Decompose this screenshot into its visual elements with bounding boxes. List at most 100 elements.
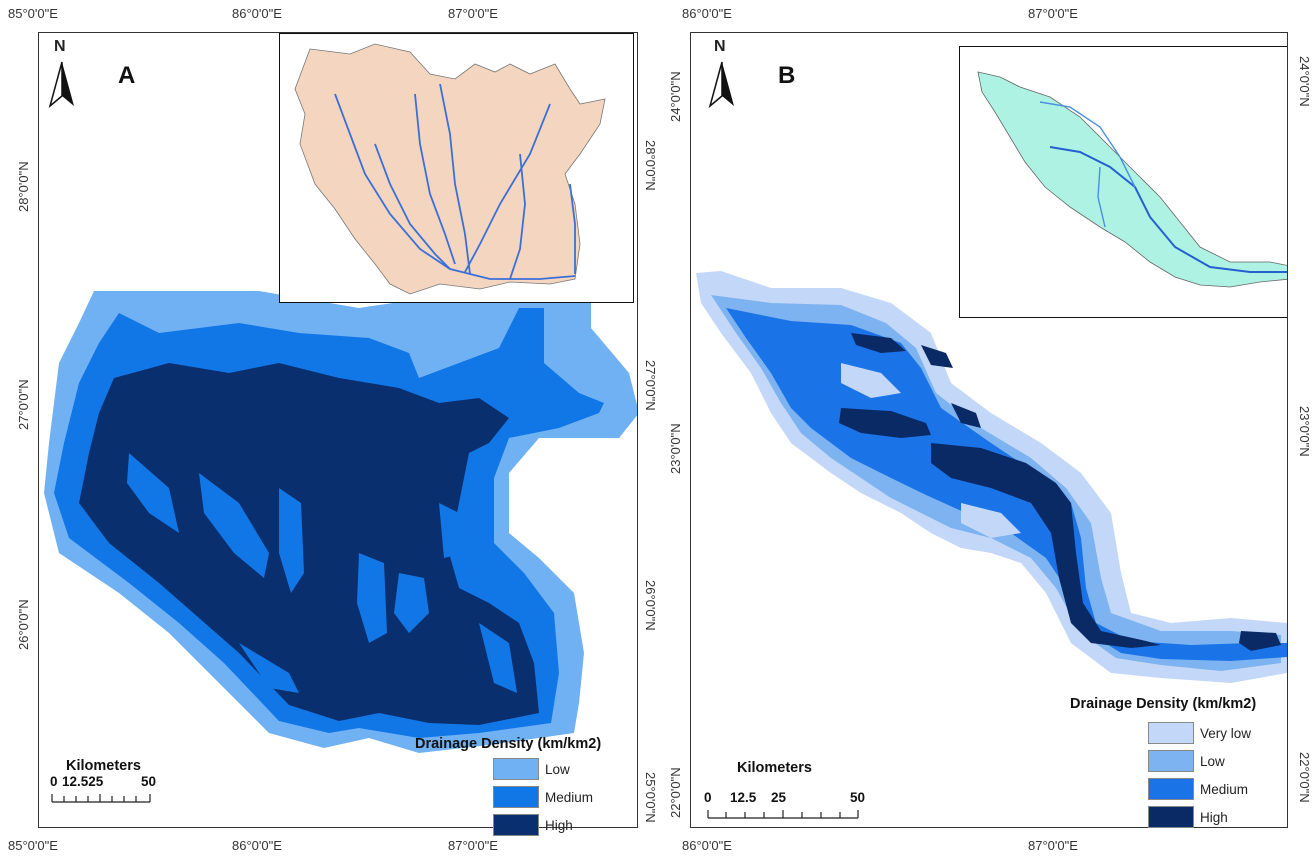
- drainage-density-map-b: [696, 271, 1287, 683]
- river-tributary: [509, 153, 526, 280]
- panel-letter-b: B: [778, 62, 796, 89]
- x-tick-top: 87°0'0"E: [448, 6, 498, 21]
- map-frame-b: [690, 32, 1288, 828]
- legend-swatch: [1148, 750, 1194, 772]
- y-tick-right: 25°0'0"N: [643, 772, 658, 823]
- map-panel-b: 86°0'0"E 87°0'0"E 86°0'0"E 87°0'0"E 24°0…: [660, 0, 1315, 859]
- scale-bar-a: Kilometers 0 12.525 50: [50, 758, 165, 804]
- basin-inset-b: [977, 71, 1287, 288]
- zone-medium: [127, 453, 179, 533]
- river-tributary: [1097, 166, 1106, 228]
- river-tributary: [414, 93, 456, 265]
- zone-medium: [439, 503, 464, 558]
- y-tick-right: 23°0'0"N: [1297, 406, 1312, 457]
- scale-label: 12.525: [62, 774, 104, 789]
- zone-medium: [279, 488, 304, 593]
- y-tick-left: 26°0'0"N: [16, 599, 31, 650]
- y-tick-left: 22°0'0"N: [668, 767, 683, 818]
- legend-swatch: [493, 786, 539, 808]
- basin-outline: [294, 43, 606, 295]
- x-tick-top: 86°0'0"E: [232, 6, 282, 21]
- scale-labels: 0 12.5 25 50: [704, 790, 874, 806]
- river-tributary: [439, 83, 471, 275]
- zone-high: [931, 443, 1161, 648]
- zone-high: [839, 408, 931, 438]
- legend-title: Drainage Density (km/km2): [1070, 696, 1257, 712]
- zone-very-low: [961, 503, 1021, 538]
- legend-a: Drainage Density (km/km2) Low Medium Hig…: [415, 736, 601, 836]
- x-tick-bottom: 87°0'0"E: [448, 838, 498, 853]
- legend-item-high: High: [493, 814, 601, 836]
- zone-high: [1239, 631, 1281, 651]
- legend-swatch: [1148, 778, 1194, 800]
- legend-swatch: [493, 758, 539, 780]
- north-label: N: [54, 38, 66, 55]
- y-tick-right: 22°0'0"N: [1297, 752, 1312, 803]
- scale-labels: 0 12.525 50: [50, 774, 165, 790]
- legend-label: Low: [545, 761, 570, 777]
- legend-swatch: [493, 814, 539, 836]
- zone-medium: [199, 473, 269, 578]
- legend-label: Low: [1200, 753, 1225, 769]
- y-tick-right: 26°0'0"N: [643, 580, 658, 631]
- legend-label: Medium: [1200, 781, 1249, 797]
- legend-swatch: [1148, 806, 1194, 828]
- map-panel-a: 85°0'0"E 86°0'0"E 87°0'0"E 85°0'0"E 86°0…: [8, 6, 658, 853]
- x-tick-top: 85°0'0"E: [8, 6, 58, 21]
- scale-label: 0: [704, 790, 712, 805]
- y-tick-right: 27°0'0"N: [643, 360, 658, 411]
- legend-item-medium: Medium: [1148, 778, 1256, 800]
- panel-letter-a: A: [118, 62, 136, 89]
- north-label: N: [714, 38, 726, 55]
- river-network: [1039, 101, 1287, 273]
- river-network: [334, 83, 576, 280]
- legend-label: Medium: [545, 789, 594, 805]
- legend-item-high: High: [1148, 806, 1256, 828]
- basin-outline: [977, 71, 1287, 288]
- scale-label: 25: [771, 790, 787, 805]
- x-tick-top: 86°0'0"E: [682, 6, 732, 21]
- zone-medium: [394, 573, 429, 633]
- legend-item-low: Low: [1148, 750, 1256, 772]
- legend-label: High: [1200, 809, 1228, 825]
- y-tick-right: 24°0'0"N: [1297, 56, 1312, 107]
- scale-label: 50: [850, 790, 866, 805]
- legend-label: Very low: [1200, 725, 1252, 741]
- river-tributary: [1039, 101, 1136, 188]
- y-tick-left: 23°0'0"N: [668, 423, 683, 474]
- north-arrow-icon: [48, 61, 74, 109]
- x-tick-bottom: 87°0'0"E: [1028, 838, 1078, 853]
- river-tributary: [464, 103, 551, 273]
- river-tributary: [374, 143, 451, 270]
- zone-high: [79, 363, 539, 725]
- y-tick-right: 28°0'0"N: [643, 140, 658, 191]
- drainage-density-map-a: [44, 291, 637, 753]
- x-tick-bottom: 86°0'0"E: [232, 838, 282, 853]
- zone-medium: [479, 623, 517, 693]
- north-arrow-a: N: [48, 38, 78, 112]
- legend-item-low: Low: [493, 758, 601, 780]
- scale-title: Kilometers: [737, 760, 812, 776]
- zone-medium: [239, 643, 299, 693]
- zone-very-low: [841, 363, 901, 398]
- y-tick-left: 28°0'0"N: [16, 161, 31, 212]
- river-main: [1049, 146, 1287, 273]
- zone-high: [851, 333, 906, 353]
- zone-medium: [357, 553, 387, 643]
- basin-inset-a: [294, 43, 606, 295]
- legend-label: High: [545, 817, 573, 833]
- scale-bar-b: Kilometers 0 12.5 25 50: [704, 760, 874, 820]
- legend-b: Drainage Density (km/km2) Very low Low M…: [1070, 696, 1256, 828]
- legend-item-very-low: Very low: [1148, 722, 1256, 744]
- zone-high: [951, 403, 981, 428]
- zone-high: [921, 345, 953, 368]
- legend-swatch: [1148, 722, 1194, 744]
- scale-title: Kilometers: [66, 758, 141, 774]
- scale-label: 12.5: [730, 790, 757, 805]
- y-tick-left: 27°0'0"N: [16, 379, 31, 430]
- legend-item-medium: Medium: [493, 786, 601, 808]
- x-tick-bottom: 86°0'0"E: [682, 838, 732, 853]
- north-arrow-b: N: [708, 38, 738, 112]
- map-frame-a: [38, 32, 638, 828]
- inset-map-b: [959, 46, 1287, 318]
